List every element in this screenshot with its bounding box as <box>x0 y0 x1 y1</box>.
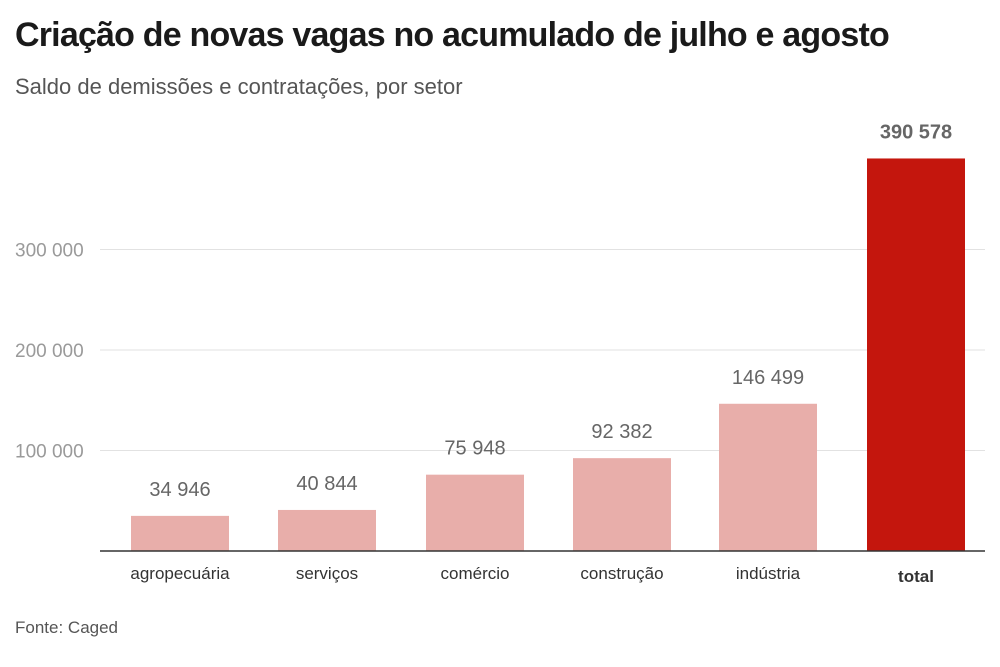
data-label: 75 948 <box>444 438 505 460</box>
y-tick-label: 200 000 <box>15 341 84 362</box>
data-label: 390 578 <box>880 121 952 143</box>
x-tick-label: serviços <box>296 564 358 583</box>
labels: 100 000 200 000 300 000 34 946 agropecuária 4… <box>15 121 952 586</box>
bar-indústria <box>719 403 817 551</box>
bar-agropecuária <box>131 515 229 551</box>
bars <box>131 158 965 551</box>
data-label: 34 946 <box>149 479 210 501</box>
data-label: 92 382 <box>591 421 652 443</box>
x-tick-label: indústria <box>736 564 801 583</box>
source-note: Fonte: Caged <box>15 618 119 637</box>
bar-comércio <box>426 474 524 551</box>
gridlines <box>100 249 985 451</box>
bar-total <box>867 158 965 551</box>
y-tick-label: 300 000 <box>15 241 84 262</box>
chart-subtitle: Saldo de demissões e contratações, por s… <box>15 74 463 99</box>
x-tick-label: agropecuária <box>130 564 230 583</box>
x-tick-label: comércio <box>441 564 510 583</box>
data-label: 146 499 <box>732 367 804 389</box>
data-label: 40 844 <box>296 473 357 495</box>
bar-construção <box>573 458 671 551</box>
x-tick-label: total <box>898 567 934 586</box>
chart-title: Criação de novas vagas no acumulado de j… <box>15 16 890 54</box>
y-tick-label: 100 000 <box>15 442 84 463</box>
bar-serviços <box>278 509 376 551</box>
x-tick-label: construção <box>580 564 663 583</box>
